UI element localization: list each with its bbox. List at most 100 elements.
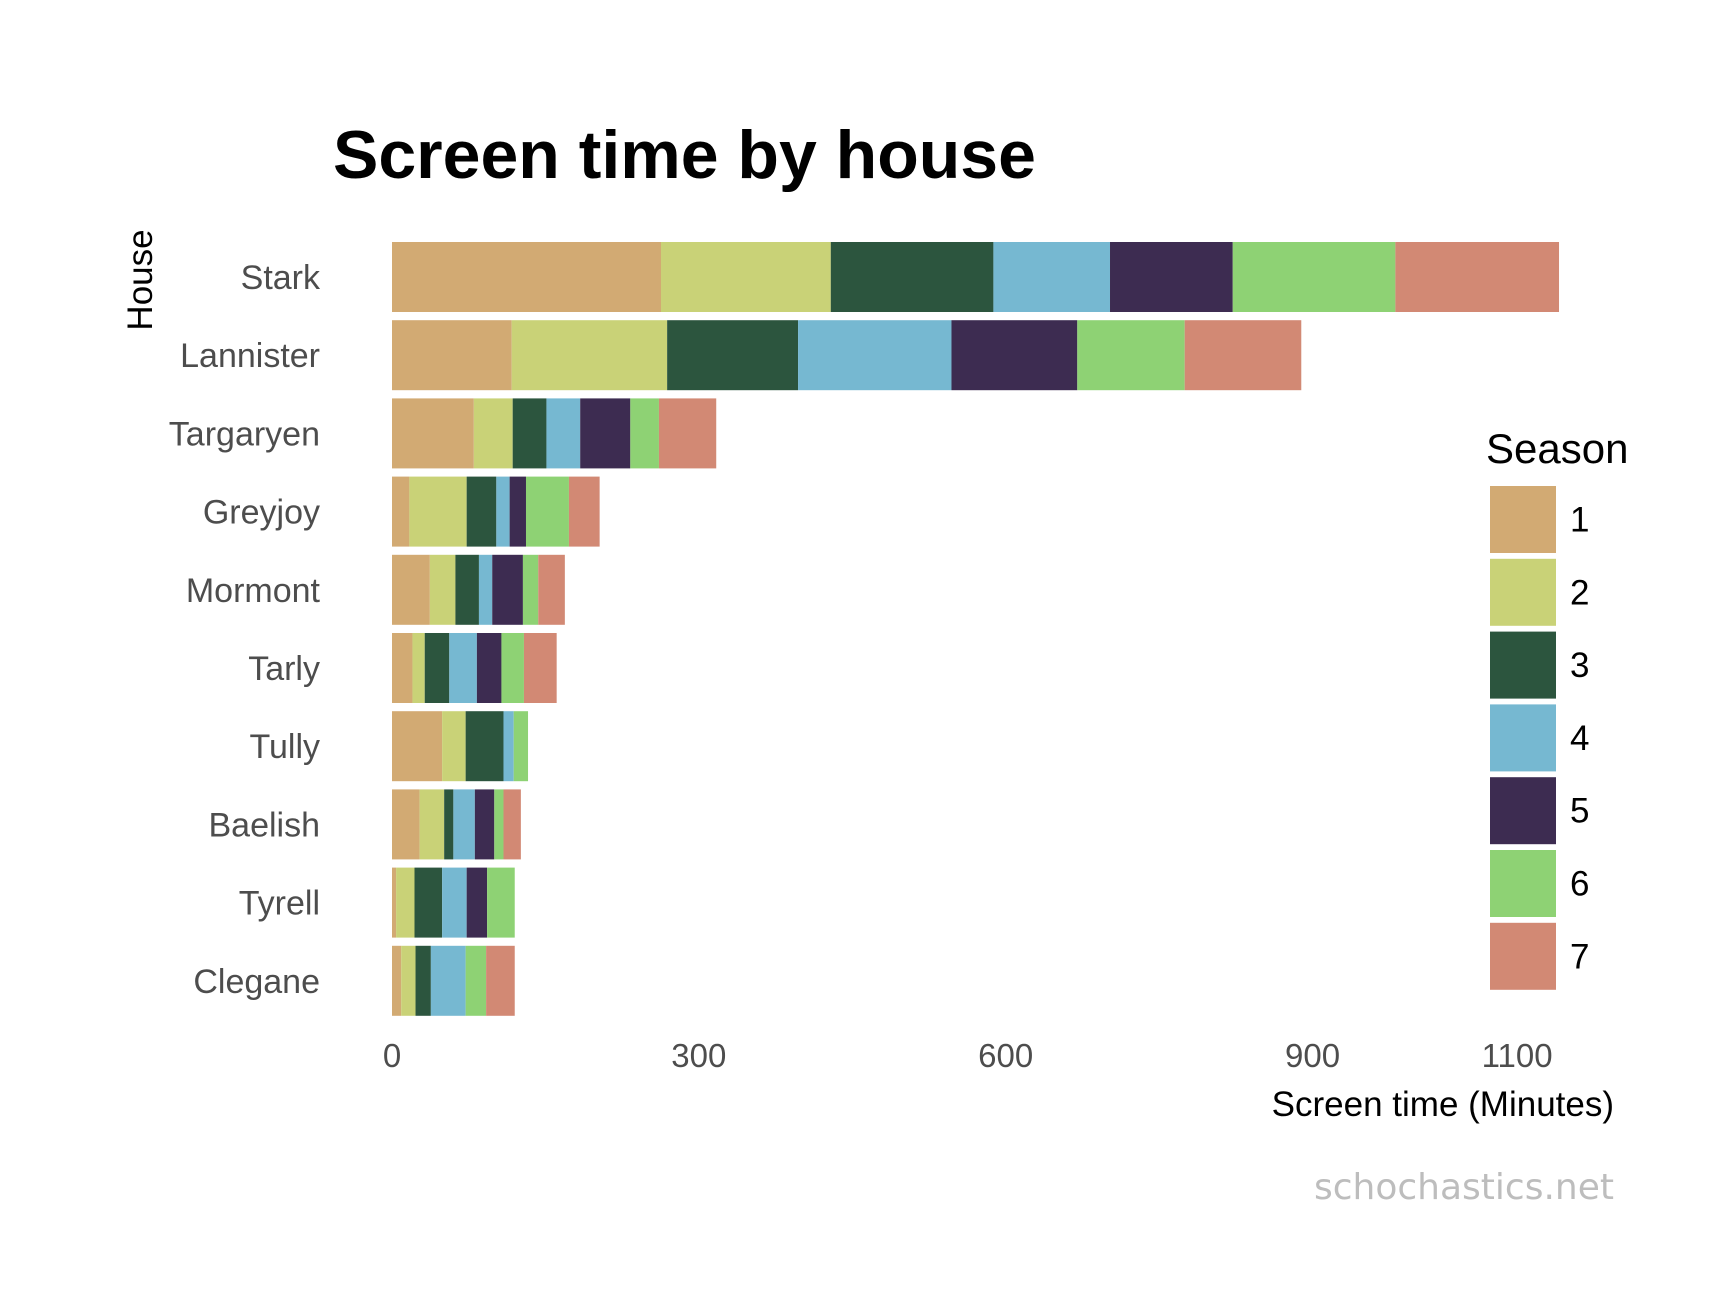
bar-segment-tyrell-season-3 [414,867,443,938]
bar-segment-lannister-season-3 [667,320,799,391]
bar-segment-tully-season-1 [392,711,443,782]
bar-segment-tarly-season-2 [412,633,425,703]
bar-segment-tyrell-season-1 [392,867,397,938]
bar-segment-greyjoy-season-2 [409,476,467,547]
bar-segment-tarly-season-5 [476,633,502,703]
y-tick-label-stark: Stark [241,259,321,297]
bar-segment-tyrell-season-4 [442,867,467,938]
bar-segment-stark-season-6 [1232,242,1396,312]
y-tick-label-clegane: Clegane [193,963,320,1001]
bar-segment-stark-season-2 [660,242,831,312]
bar-segment-baelish-season-3 [444,789,454,860]
bar-segment-tyrell-season-6 [487,867,515,938]
bar-segment-targaryen-season-6 [630,398,659,469]
legend-label-season-2: 2 [1570,573,1589,612]
chart-title: Screen time by house [333,117,1036,193]
legend-label-season-3: 3 [1570,646,1589,685]
bar-segment-tarly-season-4 [449,633,477,703]
bar-segment-greyjoy-season-1 [392,476,410,547]
x-tick-label-300: 300 [671,1037,726,1074]
legend-label-season-6: 6 [1570,865,1589,904]
bar-segment-mormont-season-3 [455,554,479,625]
bar-segment-tully-season-6 [513,711,529,782]
bar-segment-clegane-season-4 [430,945,466,1016]
bar-segment-tarly-season-3 [424,633,450,703]
bar-segment-mormont-season-2 [429,554,456,625]
y-tick-label-tarly: Tarly [248,650,320,688]
bar-segment-tarly-season-6 [501,633,524,703]
bar-segment-lannister-season-7 [1184,320,1302,391]
y-tick-label-mormont: Mormont [186,572,321,610]
bar-segment-targaryen-season-7 [658,398,717,469]
bar-segment-clegane-season-7 [486,945,515,1016]
legend-key-season-5 [1490,777,1556,845]
bar-segment-greyjoy-season-7 [568,476,600,547]
bar-segment-greyjoy-season-3 [466,476,497,547]
bar-segment-stark-season-1 [392,242,661,312]
y-axis-title: House [121,229,160,330]
bar-segment-stark-season-3 [830,242,994,312]
bar-segment-lannister-season-1 [392,320,512,391]
bar-segment-greyjoy-season-6 [525,476,569,547]
x-tick-label-900: 900 [1285,1037,1340,1074]
y-tick-labels: Stark Lannister Targaryen Greyjoy Mormont Tar… [169,259,321,1001]
legend-key-season-1 [1490,486,1556,553]
caption: schochastics.net [1314,1167,1614,1208]
bar-segment-targaryen-season-3 [512,398,547,469]
bar-segment-baelish-season-2 [419,789,445,860]
x-tick-labels: 0 300 600 900 1100 [383,1037,1553,1074]
bar-segment-lannister-season-2 [511,320,668,391]
bar-segment-stark-season-5 [1110,242,1233,312]
bar-segment-baelish-season-6 [494,789,504,860]
bar-segment-tyrell-season-5 [466,867,488,938]
bar-segment-tully-season-4 [503,711,514,782]
x-tick-label-600: 600 [978,1037,1033,1074]
bar-segment-tarly-season-7 [523,633,557,703]
bar-segment-tully-season-2 [442,711,466,782]
bar-segment-clegane-season-6 [465,945,487,1016]
legend-label-season-7: 7 [1570,937,1589,976]
legend-key-season-3 [1490,631,1556,699]
bar-segment-baelish-season-5 [474,789,495,860]
bar-segment-mormont-season-1 [392,554,430,625]
bar-segment-tarly-season-1 [392,633,413,703]
bars-group [392,242,1560,1016]
bar-segment-greyjoy-season-4 [496,476,510,547]
legend-label-season-5: 5 [1570,792,1589,831]
bar-segment-mormont-season-5 [492,554,523,625]
bar-segment-targaryen-season-5 [580,398,631,469]
bar-segment-clegane-season-3 [415,945,431,1016]
bar-segment-clegane-season-2 [401,945,416,1016]
bar-segment-tully-season-3 [465,711,504,782]
legend-key-season-6 [1490,850,1556,917]
legend-label-season-1: 1 [1570,501,1589,540]
bar-segment-baelish-season-1 [392,789,420,860]
bar-segment-mormont-season-7 [538,554,565,625]
legend-key-season-7 [1490,922,1556,990]
x-tick-label-0: 0 [383,1037,401,1074]
bar-segment-lannister-season-5 [951,320,1078,391]
legend-key-season-4 [1490,704,1556,772]
bar-segment-tyrell-season-2 [396,867,415,938]
y-tick-label-lannister: Lannister [180,337,320,375]
legend: Season 1 2 3 4 5 6 7 [1486,425,1628,990]
bar-segment-greyjoy-season-5 [509,476,526,547]
bar-segment-mormont-season-4 [478,554,493,625]
bar-segment-lannister-season-6 [1077,320,1185,391]
y-tick-label-tully: Tully [249,728,320,766]
bar-segment-stark-season-4 [993,242,1111,312]
legend-label-season-4: 4 [1570,719,1589,758]
legend-key-season-2 [1490,558,1556,626]
bar-segment-lannister-season-4 [798,320,952,391]
x-axis-title: Screen time (Minutes) [1272,1085,1614,1124]
bar-segment-clegane-season-1 [392,945,402,1016]
bar-segment-mormont-season-6 [522,554,539,625]
y-tick-label-tyrell: Tyrell [239,885,320,923]
bar-segment-baelish-season-4 [453,789,475,860]
bar-segment-targaryen-season-2 [473,398,513,469]
bar-segment-baelish-season-7 [503,789,521,860]
bar-segment-targaryen-season-1 [392,398,474,469]
legend-title: Season [1486,425,1628,472]
y-tick-label-baelish: Baelish [208,806,320,844]
